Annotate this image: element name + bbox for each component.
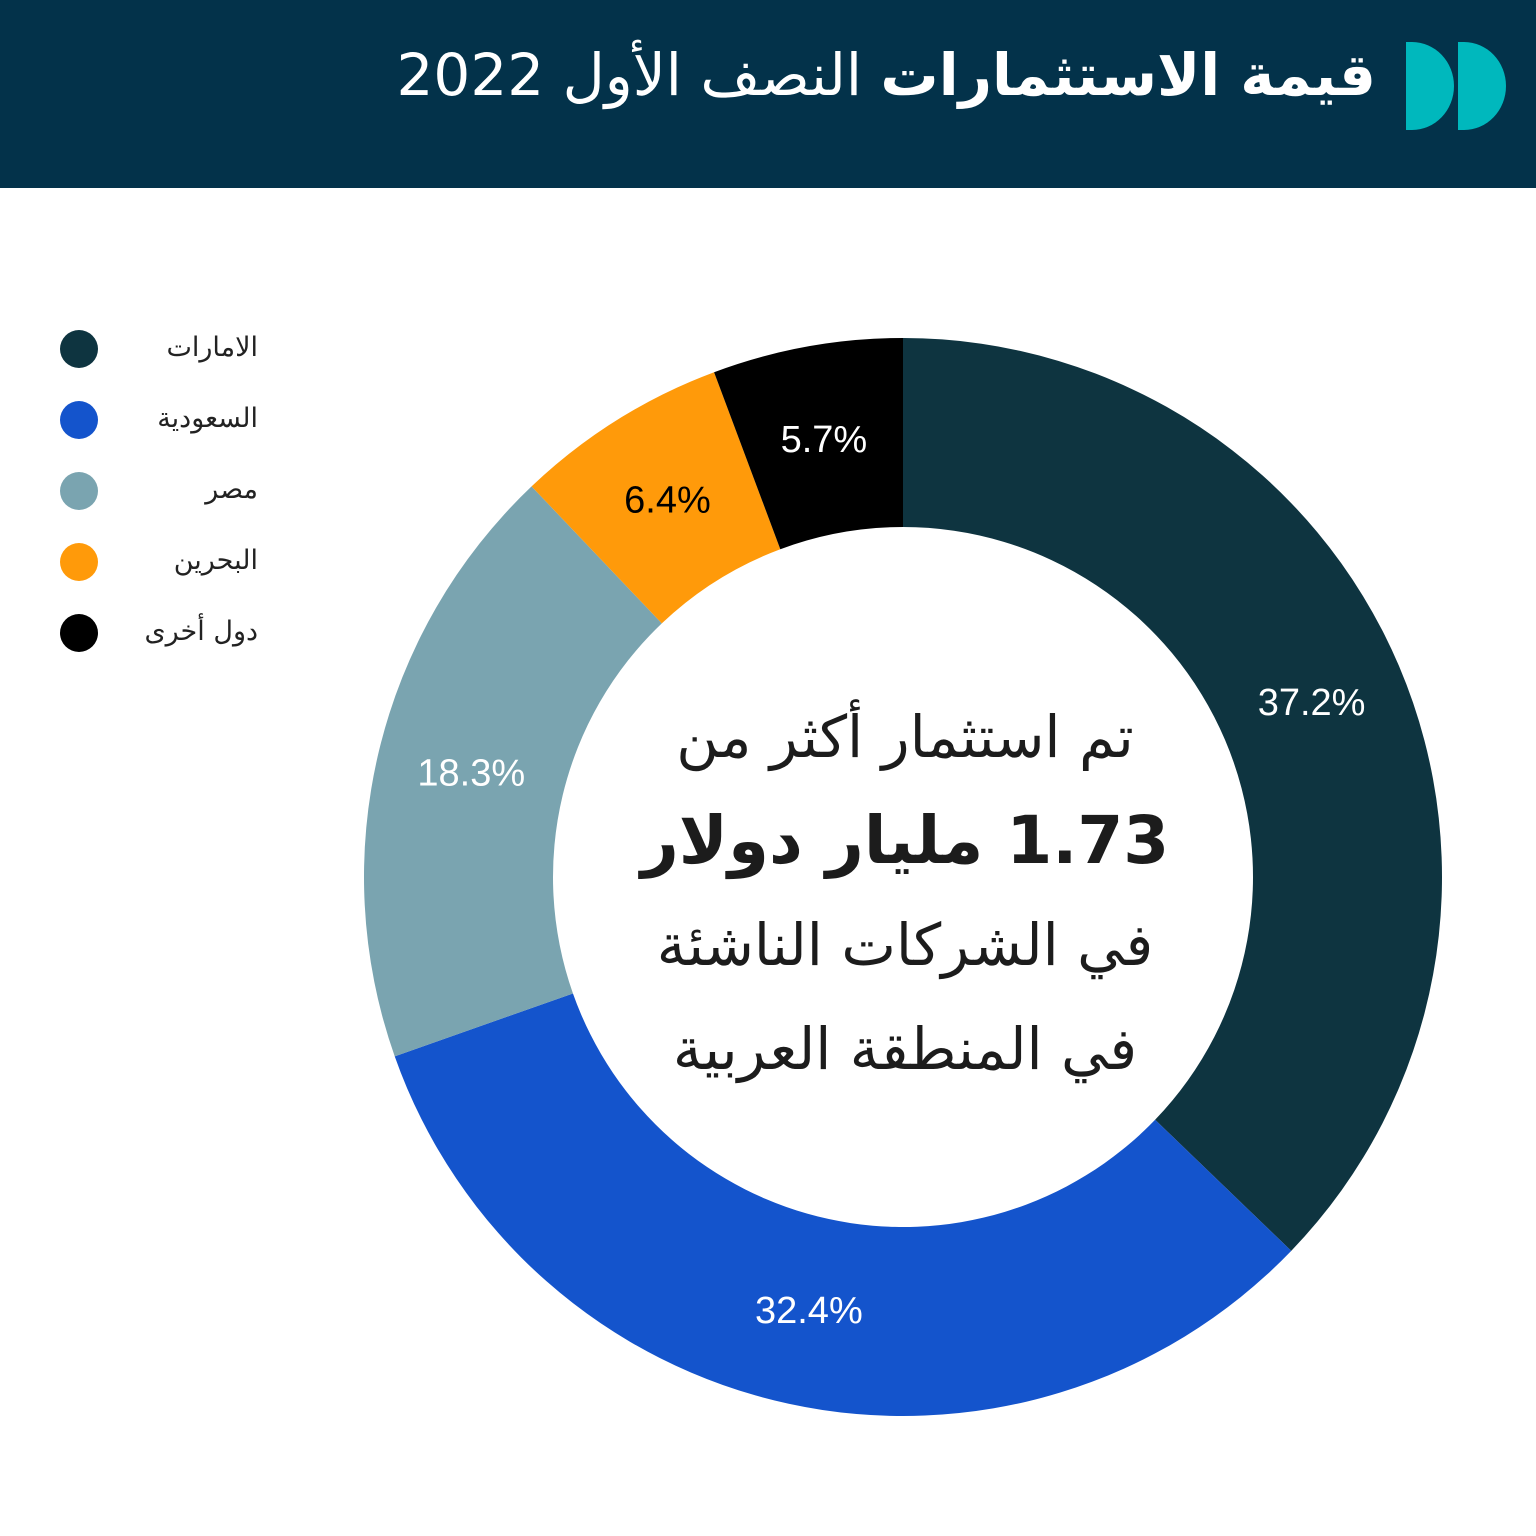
title-light: النصف الأول 2022 [396, 41, 862, 109]
summary-line-1: تم استثمار أكثر من [676, 703, 1134, 771]
summary-amount: 1.73 مليار دولار [640, 802, 1170, 879]
legend-label: البحرين [173, 545, 258, 576]
legend-swatch [60, 614, 98, 652]
slice-label-2: 32.4% [755, 1290, 863, 1332]
legend-item: الامارات [40, 330, 280, 370]
logo-icon [1406, 42, 1506, 130]
slice-label-4: 6.4% [624, 480, 711, 522]
legend-swatch [60, 330, 98, 368]
legend-label: الامارات [166, 332, 258, 363]
legend-swatch [60, 401, 98, 439]
legend-swatch [60, 472, 98, 510]
legend-item: البحرين [40, 543, 280, 583]
donut-slice-1 [903, 338, 1442, 1251]
page-title: قيمة الاستثمارات النصف الأول 2022 [397, 46, 1376, 104]
legend-swatch [60, 543, 98, 581]
slice-label-5: 5.7% [781, 419, 868, 461]
legend-label: السعودية [157, 403, 258, 434]
donut-slice-2 [394, 993, 1292, 1416]
summary-line-4: في المنطقة العربية [672, 1015, 1138, 1083]
legend-label: دول أخرى [144, 616, 258, 647]
legend-item: مصر [40, 472, 280, 512]
summary-line-3: في الشركات الناشئة [656, 911, 1154, 979]
logo-right-shape [1458, 42, 1506, 130]
legend-item: السعودية [40, 401, 280, 441]
donut-slice-3 [364, 486, 662, 1057]
legend-item: دول أخرى [40, 614, 280, 654]
slice-label-1: 37.2% [1258, 682, 1366, 724]
slice-label-3: 18.3% [417, 752, 525, 794]
header-banner [0, 0, 1536, 188]
title-bold: قيمة الاستثمارات [880, 41, 1376, 109]
legend-label: مصر [205, 474, 258, 505]
donut-slice-4 [531, 372, 781, 624]
donut-slice-5 [714, 338, 903, 550]
center-summary: تم استثمار أكثر من 1.73 مليار دولار في ا… [560, 685, 1250, 1101]
logo-left-shape [1406, 42, 1454, 130]
